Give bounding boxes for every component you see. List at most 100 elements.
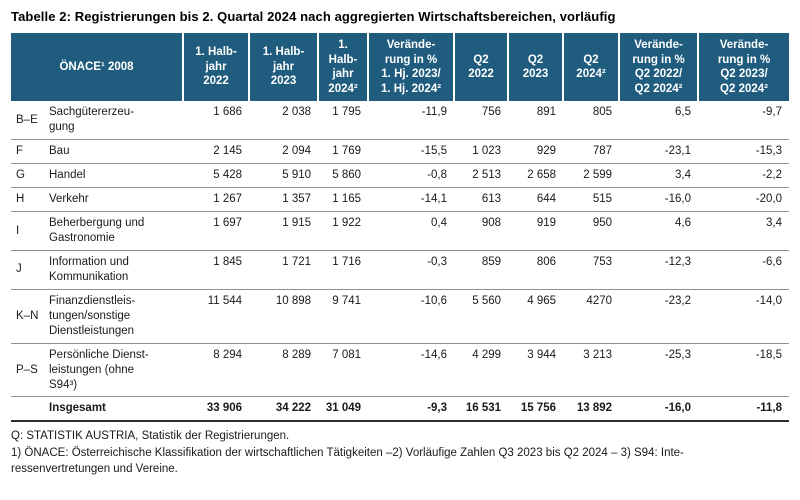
cell-value: 805: [592, 106, 613, 119]
cell-value: 4 965: [527, 294, 557, 307]
table-row: J Information und Kommunikation 1 845 1 …: [11, 250, 790, 290]
row-label: Persönliche Dienst- leistungen (ohne S94…: [49, 348, 149, 391]
cell-value: -14,1: [420, 193, 448, 206]
cell-value: 2 094: [282, 145, 312, 158]
cell-value: 1 165: [332, 193, 362, 206]
col-header-hj-2023: 1. Halb- jahr 2023: [248, 33, 319, 102]
cell-value: -20,0: [755, 193, 783, 206]
cell-value: -14,6: [420, 348, 448, 361]
cell-value: 6,5: [675, 106, 692, 119]
row-label: Bau: [49, 145, 70, 158]
cell-value: 787: [592, 145, 613, 158]
cell-value: 756: [481, 106, 502, 119]
cell-value: 1 686: [213, 106, 243, 119]
table-body: B–E Sachgütererzeu- gung 1 686 2 038 1 7…: [11, 101, 790, 422]
col-header-change-q2-2023: Verände- rung in % Q2 2023/ Q2 2024²: [697, 33, 790, 102]
total-value: 13 892: [576, 402, 613, 415]
cell-value: 1 721: [282, 255, 312, 268]
row-code: G: [16, 169, 25, 182]
source-note: Q: STATISTIK AUSTRIA, Statistik der Regi…: [11, 430, 290, 443]
cell-value: 644: [536, 193, 557, 206]
row-code: J: [16, 263, 22, 276]
cell-value: 2 658: [527, 169, 557, 182]
table-row: F Bau 2 145 2 094 1 769 -15,5 1 023 929 …: [11, 140, 790, 164]
header-row: ÖNACE¹ 2008 1. Halb- jahr 2022 1. Halb- …: [11, 33, 790, 102]
cell-value: 1 716: [332, 255, 362, 268]
total-value: -16,0: [664, 402, 692, 415]
cell-value: 1 697: [213, 217, 243, 230]
cell-value: 613: [481, 193, 502, 206]
cell-value: 1 845: [213, 255, 243, 268]
cell-value: 0,4: [431, 217, 448, 230]
row-label: Information und Kommunikation: [49, 255, 129, 283]
footnotes: 1) ÖNACE: Österreichische Klassifikation…: [11, 446, 684, 476]
cell-value: 891: [536, 106, 557, 119]
cell-value: 9 741: [332, 294, 362, 307]
row-code: K–N: [16, 309, 39, 322]
cell-value: 859: [481, 255, 502, 268]
cell-value: 3 944: [527, 348, 557, 361]
cell-value: 1 357: [282, 193, 312, 206]
total-value: 15 756: [520, 402, 557, 415]
table-row: P–S Persönliche Dienst- leistungen (ohne…: [11, 343, 790, 397]
col-header-hj-2024: 1. Halb- jahr 2024²: [317, 33, 369, 102]
total-value: -11,8: [756, 402, 783, 415]
col-header-q2-2022: Q2 2022: [453, 33, 509, 102]
cell-value: -25,3: [664, 348, 692, 361]
row-code: P–S: [16, 363, 38, 376]
cell-value: 7 081: [332, 348, 362, 361]
total-value: -9,3: [427, 402, 448, 415]
table-title: Tabelle 2: Registrierungen bis 2. Quarta…: [11, 9, 616, 24]
cell-value: 1 922: [332, 217, 362, 230]
cell-value: 1 795: [332, 106, 362, 119]
cell-value: -11,9: [421, 106, 448, 119]
cell-value: 8 289: [282, 348, 312, 361]
cell-value: 5 910: [282, 169, 312, 182]
cell-value: 5 860: [332, 169, 362, 182]
col-header-hj-2022: 1. Halb- jahr 2022: [182, 33, 250, 102]
cell-value: 3,4: [766, 217, 783, 230]
table-row: I Beherbergung und Gastronomie 1 697 1 9…: [11, 212, 790, 251]
cell-value: 515: [592, 193, 613, 206]
cell-value: -12,3: [664, 255, 692, 268]
row-label: Beherbergung und Gastronomie: [49, 217, 145, 244]
col-header-change-hj: Verände- rung in % 1. Hj. 2023/ 1. Hj. 2…: [367, 33, 455, 102]
col-header-oenace: ÖNACE¹ 2008: [11, 33, 184, 102]
statistics-table: ÖNACE¹ 2008 1. Halb- jahr 2022 1. Halb- …: [11, 33, 790, 422]
total-value: 31 049: [325, 402, 362, 415]
row-label: Finanzdienstleis- tungen/sonstige Dienst…: [49, 294, 136, 337]
cell-value: 11 544: [207, 294, 243, 307]
col-header-q2-2023: Q2 2023: [507, 33, 564, 102]
cell-value: 2 038: [282, 106, 312, 119]
total-value: 16 531: [465, 402, 502, 415]
cell-value: -23,2: [664, 294, 692, 307]
cell-value: 4,6: [675, 217, 692, 230]
total-code-empty: [11, 397, 49, 421]
row-code: I: [16, 224, 20, 237]
cell-value: 2 145: [213, 145, 243, 158]
cell-value: -16,0: [664, 193, 692, 206]
col-header-change-q2-2022: Verände- rung in % Q2 2022/ Q2 2024²: [618, 33, 699, 102]
table-footer: Q: STATISTIK AUSTRIA, Statistik der Regi…: [11, 428, 789, 477]
row-code: B–E: [16, 113, 38, 126]
row-label: Verkehr: [49, 193, 89, 206]
cell-value: 929: [536, 145, 557, 158]
cell-value: 1 769: [332, 145, 362, 158]
total-value: 33 906: [206, 402, 243, 415]
cell-value: -0,3: [427, 255, 448, 268]
cell-value: -15,5: [420, 145, 448, 158]
cell-value: 1 023: [472, 145, 502, 158]
cell-value: 5 428: [213, 169, 243, 182]
cell-value: -14,0: [755, 294, 783, 307]
cell-value: -23,1: [664, 145, 692, 158]
total-row: Insgesamt 33 906 34 222 31 049 -9,3 16 5…: [11, 396, 790, 422]
cell-value: 4270: [586, 294, 613, 307]
row-code: H: [16, 193, 25, 206]
cell-value: -6,6: [762, 255, 783, 268]
cell-value: -18,5: [755, 348, 783, 361]
cell-value: 10 898: [275, 294, 312, 307]
document-page: Tabelle 2: Registrierungen bis 2. Quarta…: [11, 9, 790, 477]
cell-value: 908: [481, 217, 502, 230]
table-row: G Handel 5 428 5 910 5 860 -0,8 2 513 2 …: [11, 164, 790, 188]
cell-value: 1 915: [282, 217, 312, 230]
